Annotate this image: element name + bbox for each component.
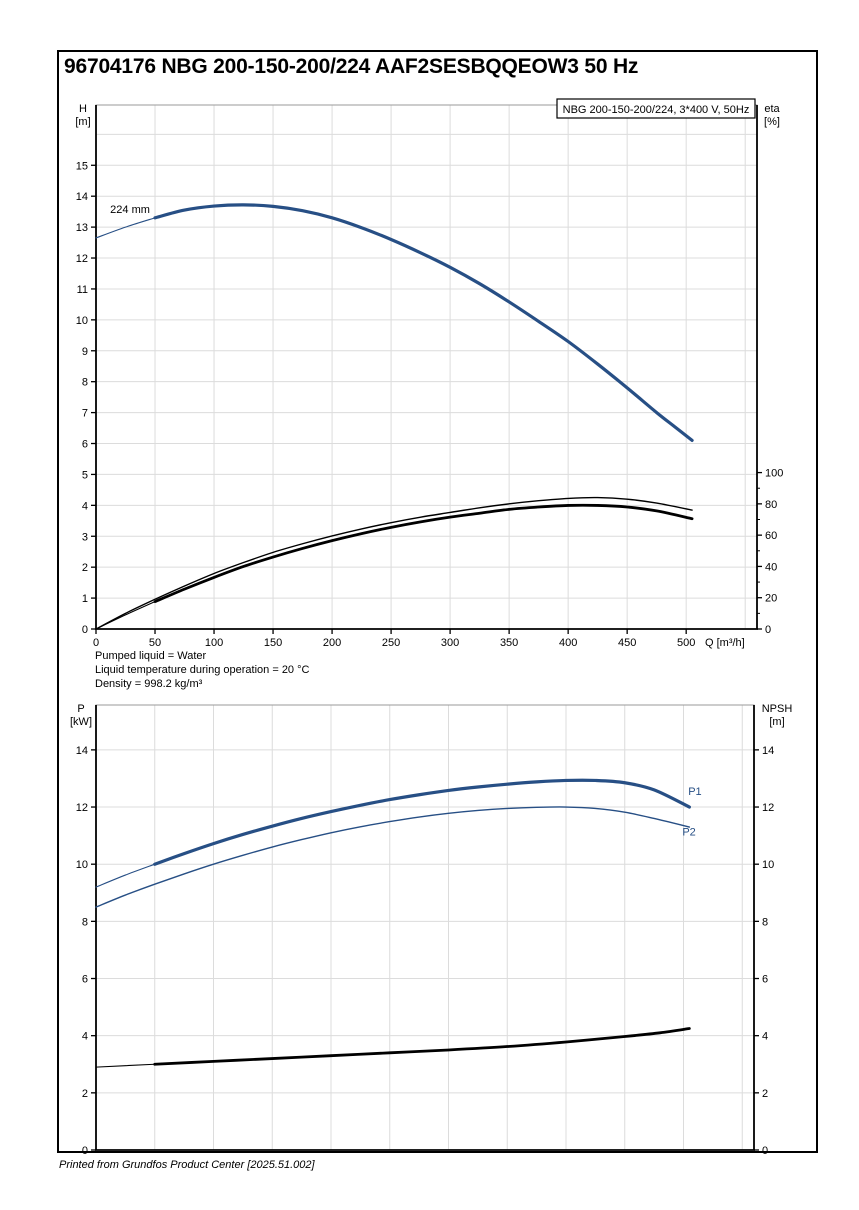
- right-tick-label: 40: [765, 561, 777, 573]
- right-tick-label: 14: [762, 745, 774, 757]
- curve-head-224mm-thin: [95, 217, 156, 239]
- left-tick-label: 2: [82, 1088, 88, 1100]
- x-tick-label: 150: [264, 637, 282, 649]
- left-tick-label: 6: [82, 439, 88, 451]
- left-tick-label: 15: [76, 160, 88, 172]
- right-tick-label: 20: [765, 593, 777, 605]
- right-tick-label: 12: [762, 802, 774, 814]
- left-tick-label: 12: [76, 802, 88, 814]
- left-tick-label: 1: [82, 593, 88, 605]
- right-tick-label: 6: [762, 974, 768, 986]
- curve-label: 224 mm: [110, 204, 150, 216]
- curve-p2-power: [95, 806, 691, 908]
- curve-npsh-thin: [95, 1063, 156, 1068]
- note-density: Density = 998.2 kg/m³: [95, 678, 203, 690]
- page-title: 96704176 NBG 200-150-200/224 AAF2SESBQQE…: [64, 55, 639, 78]
- curve-npsh: [153, 1027, 691, 1066]
- right-axis-unit-label: NPSH: [762, 703, 793, 715]
- left-tick-label: 12: [76, 253, 88, 265]
- left-axis-unit-label: P: [77, 703, 84, 715]
- x-tick-label: 100: [205, 637, 223, 649]
- left-tick-label: 5: [82, 469, 88, 481]
- note-pumped-liquid: Pumped liquid = Water: [95, 650, 207, 662]
- x-tick-label: 200: [323, 637, 341, 649]
- left-tick-label: 10: [76, 315, 88, 327]
- curve-eta-pump-motor: [153, 503, 694, 604]
- left-tick-label: 11: [77, 284, 88, 296]
- legend-text: NBG 200-150-200/224, 3*400 V, 50Hz: [563, 104, 750, 116]
- x-tick-label: 450: [618, 637, 636, 649]
- right-tick-label: 10: [762, 859, 774, 871]
- right-tick-label: 4: [762, 1031, 768, 1043]
- curve-label: P2: [682, 827, 695, 839]
- left-tick-label: 7: [82, 408, 88, 420]
- curve-eta-pump-motor-thin: [95, 601, 156, 630]
- x-tick-label: 400: [559, 637, 577, 649]
- left-axis-unit-label: H: [79, 103, 87, 115]
- curve-p1-power: [153, 778, 691, 866]
- left-tick-label: 3: [82, 531, 88, 543]
- left-axis-unit-label: [kW]: [70, 716, 92, 728]
- left-tick-label: 8: [82, 377, 88, 389]
- note-liquid-temperature: Liquid temperature during operation = 20…: [95, 664, 310, 676]
- right-tick-label: 100: [765, 468, 783, 480]
- left-tick-label: 14: [76, 745, 88, 757]
- legend-box: [556, 98, 756, 119]
- right-axis-unit-label: [m]: [769, 716, 784, 728]
- x-tick-label: 50: [149, 637, 161, 649]
- right-tick-label: 80: [765, 499, 777, 511]
- curve-p1-power-thin: [95, 863, 156, 888]
- x-tick-label: 300: [441, 637, 459, 649]
- left-tick-label: 0: [82, 624, 88, 636]
- left-tick-label: 4: [82, 1031, 88, 1043]
- left-tick-label: 10: [76, 859, 88, 871]
- page-border: [57, 50, 818, 1153]
- x-tick-label: 0: [93, 637, 99, 649]
- footer-note: Printed from Grundfos Product Center [20…: [59, 1159, 315, 1171]
- right-axis-unit-label: eta: [764, 103, 780, 115]
- x-tick-label: 350: [500, 637, 518, 649]
- curve-eta-pump: [95, 496, 693, 630]
- left-axis-unit-label: [m]: [75, 116, 90, 128]
- right-axis-unit-label: [%]: [764, 116, 780, 128]
- left-tick-label: 9: [82, 346, 88, 358]
- left-tick-label: 2: [82, 562, 88, 574]
- x-axis-unit-label: Q [m³/h]: [705, 637, 745, 649]
- x-tick-label: 250: [382, 637, 400, 649]
- left-tick-label: 13: [76, 222, 88, 234]
- right-tick-label: 8: [762, 916, 768, 928]
- right-tick-label: 2: [762, 1088, 768, 1100]
- right-tick-label: 0: [765, 624, 771, 636]
- pumped-liquid-notes: Pumped liquid = Water Liquid temperature…: [95, 649, 309, 691]
- x-tick-label: 500: [677, 637, 695, 649]
- left-tick-label: 14: [76, 191, 88, 203]
- left-tick-label: 6: [82, 974, 88, 986]
- curve-head-224mm: [153, 203, 694, 443]
- left-tick-label: 8: [82, 916, 88, 928]
- right-tick-label: 60: [765, 530, 777, 542]
- left-tick-label: 4: [82, 500, 88, 512]
- curve-label: P1: [688, 786, 701, 798]
